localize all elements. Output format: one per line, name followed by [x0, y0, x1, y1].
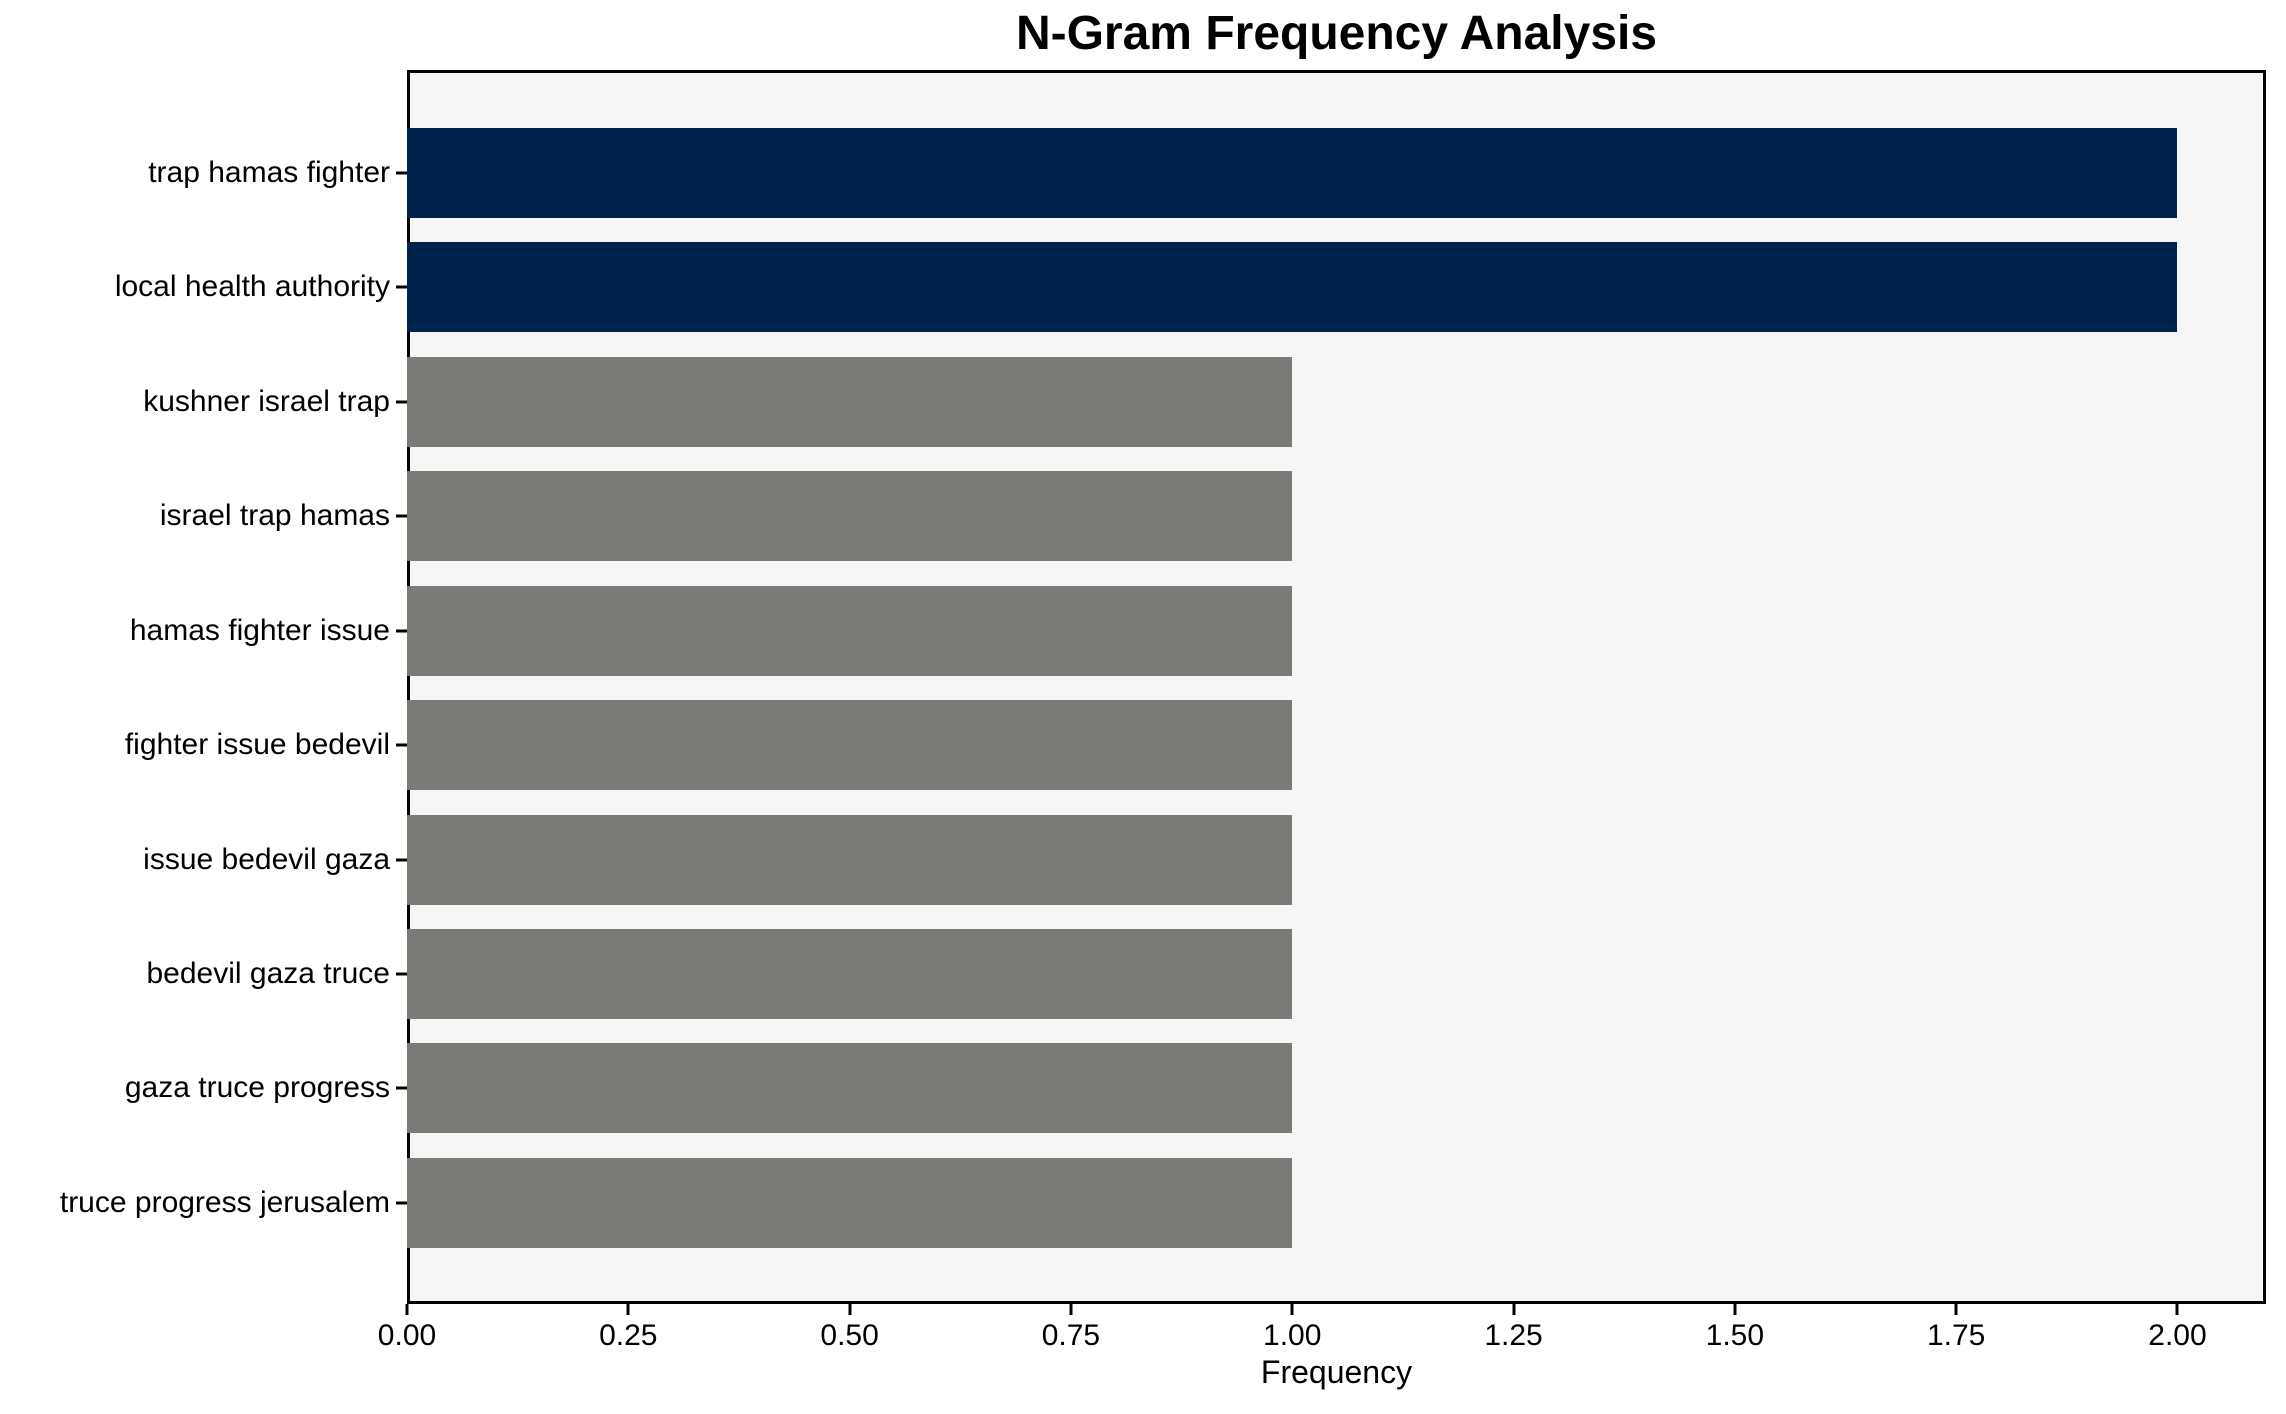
- y-tick-label: gaza truce progress: [124, 1071, 390, 1105]
- x-tick-label: 1.50: [1705, 1319, 1765, 1352]
- y-tick-mark: [396, 972, 407, 976]
- y-tick-label: hamas fighter issue: [129, 613, 390, 647]
- bar: [407, 814, 1293, 905]
- bar: [407, 1043, 1293, 1134]
- x-tick-label: 1.00: [1263, 1319, 1322, 1352]
- x-tick-mark: [405, 1304, 409, 1315]
- x-axis-label: Frequency: [1260, 1354, 1413, 1390]
- x-tick-label: 0.25: [599, 1319, 658, 1352]
- bar: [407, 1157, 1293, 1248]
- bar: [407, 128, 2178, 218]
- y-tick-label: fighter issue bedevil: [124, 728, 390, 762]
- x-tick-mark: [2175, 1304, 2179, 1315]
- y-tick-label: truce progress jerusalem: [59, 1185, 390, 1219]
- y-tick-mark: [396, 1086, 407, 1090]
- x-tick-label: 1.75: [1926, 1319, 1986, 1352]
- y-tick-mark: [396, 858, 407, 862]
- y-tick-label: local health authority: [114, 270, 390, 304]
- x-tick-mark: [1512, 1304, 1516, 1315]
- y-tick-label: bedevil gaza truce: [146, 957, 391, 991]
- y-axis-labels: trap hamas fighter local health authority…: [0, 70, 390, 1304]
- x-tick-mark: [1290, 1304, 1294, 1315]
- plot-area: 0.00 0.25 0.50 0.75 1.00 1.25 1.50 1.75 2.00: [378, 70, 2266, 1351]
- y-tick-label: israel trap hamas: [159, 499, 390, 533]
- x-tick-mark: [1733, 1304, 1737, 1315]
- y-tick-mark: [396, 629, 407, 633]
- x-tick-label: 0.50: [820, 1319, 879, 1352]
- y-tick-mark: [396, 514, 407, 518]
- bar: [407, 356, 1293, 447]
- x-tick-label: 1.25: [1484, 1319, 1543, 1352]
- y-tick-label: kushner israel trap: [143, 384, 390, 418]
- bar: [407, 585, 1293, 676]
- x-tick-label: 0.75: [1041, 1319, 1101, 1352]
- bar: [407, 929, 1293, 1019]
- bar: [407, 700, 1293, 791]
- y-tick-mark: [396, 1201, 407, 1205]
- x-tick-mark: [1954, 1304, 1958, 1315]
- bar: [407, 242, 2178, 333]
- x-tick-label: 2.00: [2148, 1319, 2207, 1352]
- y-tick-mark: [396, 285, 407, 289]
- x-tick-mark: [848, 1304, 852, 1315]
- y-tick-mark: [396, 171, 407, 175]
- chart-title: N-Gram Frequency Analysis: [1015, 7, 1658, 60]
- y-tick-mark: [396, 743, 407, 747]
- x-tick-label: 0.00: [377, 1319, 437, 1352]
- x-tick-mark: [1069, 1304, 1073, 1315]
- y-tick-mark: [396, 400, 407, 404]
- bar: [407, 471, 1293, 562]
- y-tick-label: trap hamas fighter: [148, 156, 390, 190]
- y-tick-label: issue bedevil gaza: [143, 842, 390, 876]
- x-tick-mark: [626, 1304, 630, 1315]
